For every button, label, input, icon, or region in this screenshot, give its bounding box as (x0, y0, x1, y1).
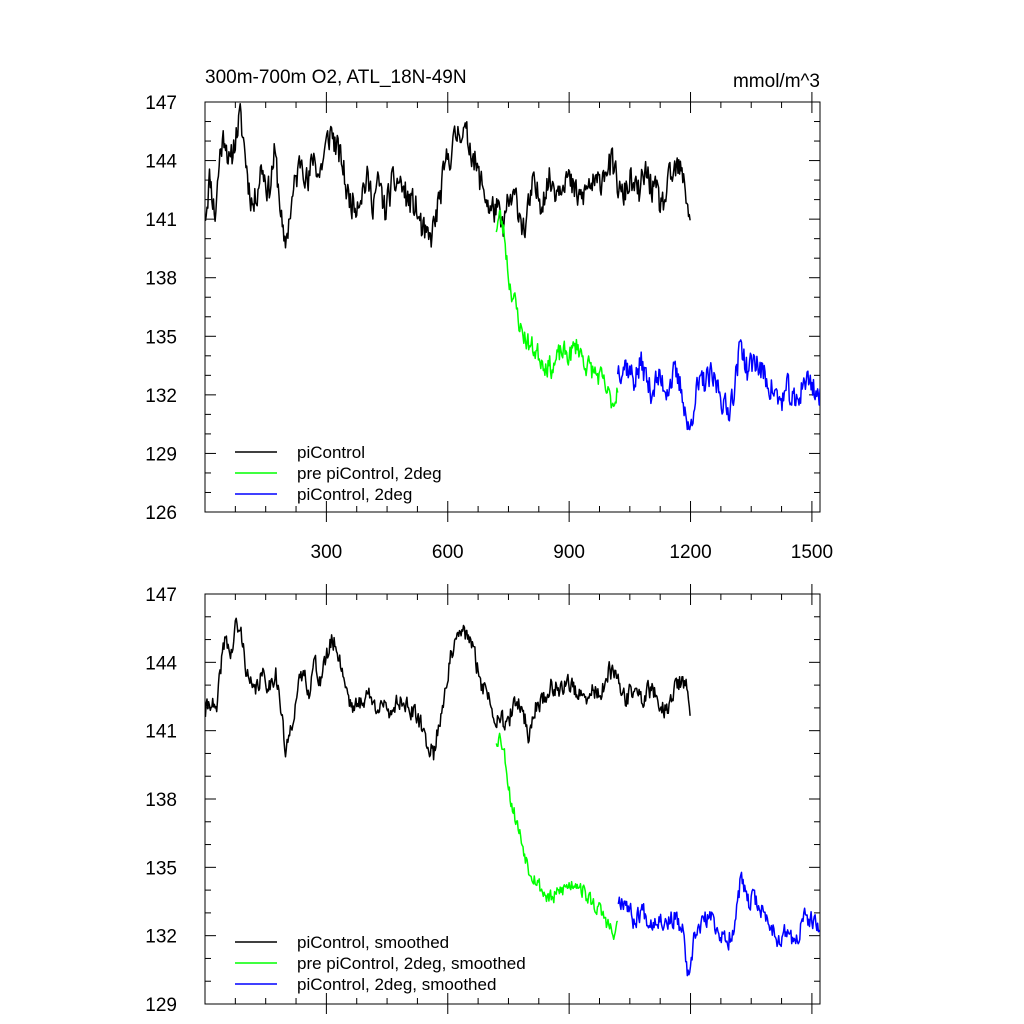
legend-label: pre piControl, 2deg, smoothed (297, 954, 526, 973)
y-tick-label: 138 (145, 790, 177, 811)
y-tick-label: 132 (145, 386, 177, 407)
y-tick-label: 141 (145, 722, 177, 743)
series-line-1 (495, 209, 619, 409)
bottom-panel: 129 132 135 138 141 144 147 piControl, smoothed… (145, 584, 821, 1016)
y-tick-label: 141 (145, 210, 177, 231)
units-label: mmol/m^3 (733, 71, 820, 92)
y-tick-label: 126 (145, 503, 177, 524)
legend-label: piControl, smoothed (297, 933, 449, 952)
series-line-2 (617, 871, 820, 977)
series-line-0 (205, 102, 691, 249)
x-tick-label: 1500 (791, 542, 833, 563)
x-tick-label: 900 (553, 542, 585, 563)
legend-label: piControl, 2deg, smoothed (297, 975, 496, 994)
y-tick-label: 132 (145, 927, 177, 948)
y-tick-label: 144 (145, 653, 177, 674)
x-tick-label: 600 (432, 542, 464, 563)
x-tick-label: 1200 (669, 542, 711, 563)
plot-frame (204, 101, 821, 513)
y-tick-label: 129 (145, 995, 177, 1016)
chart-title: 300m-700m O2, ATL_18N-49N (205, 67, 467, 88)
top-panel: 126 129 132 135 138 141 144 147 300 600 900 1200 150… (145, 92, 833, 563)
series-line-0 (205, 617, 691, 761)
y-tick-label: 129 (145, 444, 177, 465)
x-tick-label: 300 (311, 542, 343, 563)
legend-label: pre piControl, 2deg (297, 464, 442, 483)
y-tick-label: 147 (145, 93, 177, 114)
legend-label: piControl (297, 443, 365, 462)
y-tick-label: 147 (145, 585, 177, 606)
y-tick-label: 144 (145, 152, 177, 173)
y-tick-label: 135 (145, 327, 177, 348)
series-line-2 (616, 339, 820, 431)
y-tick-label: 138 (145, 269, 177, 290)
series-line-1 (495, 732, 619, 941)
legend-label: piControl, 2deg (297, 485, 412, 504)
y-tick-label: 135 (145, 858, 177, 879)
